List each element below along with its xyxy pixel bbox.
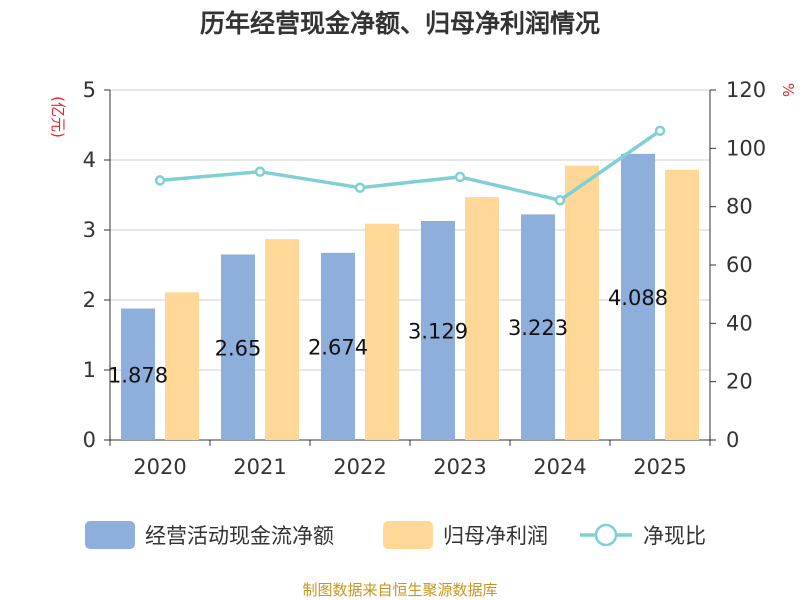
- right-tick-label: 20: [726, 370, 753, 394]
- net-profit-bar: [665, 169, 699, 441]
- grid-lines: [110, 89, 710, 371]
- x-tick-label: 2023: [433, 455, 486, 479]
- axes: 0 1 2 3 4 5 0 20 40 60 80 100 120 2020 2021 2022 2023 202…: [83, 78, 766, 479]
- legend-label-net-profit: 归母净利润: [443, 524, 548, 548]
- right-axis-unit: %: [779, 83, 797, 97]
- net-profit-bar: [165, 292, 199, 440]
- right-tick-label: 120: [726, 78, 766, 102]
- left-tick-label: 3: [83, 218, 96, 242]
- cashflow-bar: [321, 252, 355, 440]
- legend: 经营活动现金流净额 归母净利润 净现比: [85, 521, 706, 549]
- right-tick-label: 80: [726, 195, 753, 219]
- ratio-point: [654, 125, 666, 137]
- right-tick-label: 0: [726, 428, 739, 452]
- x-tick-label: 2025: [633, 455, 686, 479]
- net-profit-bar: [565, 165, 599, 440]
- legend-marker-ratio: [594, 523, 618, 547]
- left-tick-label: 1: [83, 358, 96, 382]
- legend-swatch-net-profit: [383, 521, 433, 549]
- cashflow-data-label: 4.088: [608, 286, 668, 310]
- ratio-point: [554, 195, 566, 206]
- net-profit-bar: [265, 239, 299, 440]
- source-note: 制图数据来自恒生聚源数据库: [302, 581, 497, 599]
- x-tick-label: 2021: [233, 455, 286, 479]
- left-tick-label: 2: [83, 288, 96, 312]
- data-labels: 1.878 2.65 2.674 3.129 3.223 4.088: [108, 286, 668, 387]
- x-tick-label: 2024: [533, 455, 586, 479]
- chart-title: 历年经营现金净额、归母净利润情况: [200, 9, 600, 38]
- cashflow-bar: [421, 220, 455, 440]
- cashflow-data-label: 1.878: [108, 363, 168, 387]
- net-profit-bar: [465, 197, 499, 440]
- ratio-point: [154, 175, 166, 186]
- right-tick-label: 40: [726, 311, 753, 335]
- legend-swatch-cashflow: [85, 521, 135, 549]
- cashflow-data-label: 2.674: [308, 335, 368, 359]
- x-tick-label: 2020: [133, 455, 186, 479]
- left-tick-label: 4: [83, 148, 96, 172]
- cashflow-bar: [121, 308, 155, 440]
- legend-label-ratio: 净现比: [643, 524, 706, 548]
- cashflow-bar: [521, 214, 555, 440]
- ratio-line-series: [154, 125, 666, 206]
- ratio-point: [454, 171, 466, 183]
- cashflow-bar: [221, 254, 255, 440]
- net-profit-bar: [365, 223, 399, 440]
- ratio-line: [159, 129, 661, 202]
- ratio-point: [354, 182, 366, 193]
- left-tick-label: 0: [83, 428, 96, 452]
- cashflow-data-label: 3.223: [508, 316, 568, 340]
- cashflow-bar: [621, 153, 655, 440]
- x-tick-label: 2022: [333, 455, 386, 479]
- bars: [121, 153, 699, 441]
- cashflow-data-label: 2.65: [215, 336, 262, 360]
- left-axis-unit: (亿元): [49, 96, 67, 138]
- cashflow-data-label: 3.129: [408, 319, 468, 343]
- right-tick-label: 60: [726, 253, 753, 277]
- ratio-point: [254, 166, 266, 177]
- left-tick-label: 5: [83, 78, 96, 102]
- right-tick-label: 100: [726, 136, 766, 160]
- legend-label-cashflow: 经营活动现金流净额: [145, 524, 334, 548]
